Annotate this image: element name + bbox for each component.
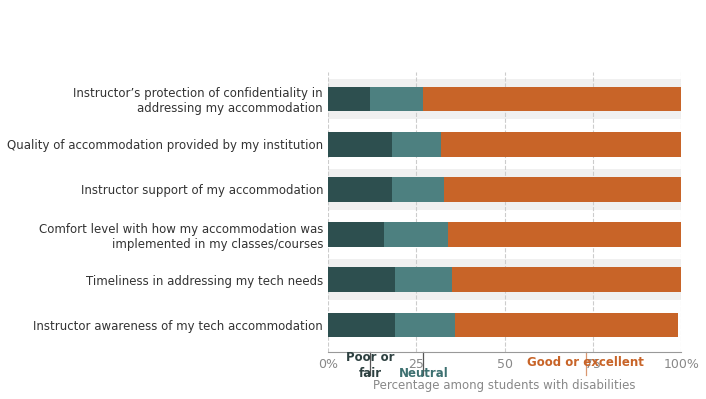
Text: Poor or
fair: Poor or fair (346, 351, 395, 380)
Bar (441, 132, 685, 156)
Bar (455, 312, 678, 338)
Bar (328, 267, 395, 292)
Bar (392, 132, 441, 156)
Bar (395, 312, 455, 338)
Text: Neutral: Neutral (398, 367, 448, 380)
Bar (328, 177, 392, 202)
Bar (385, 222, 448, 247)
Bar (328, 124, 681, 164)
X-axis label: Percentage among students with disabilities: Percentage among students with disabilit… (373, 379, 636, 392)
Bar (328, 87, 371, 111)
Bar (395, 267, 452, 292)
Bar (328, 169, 681, 210)
Bar (424, 87, 681, 111)
Bar (452, 267, 681, 292)
Bar (328, 312, 395, 338)
Bar (371, 87, 424, 111)
Bar (448, 222, 681, 247)
Bar (445, 177, 681, 202)
Text: Good or excellent: Good or excellent (527, 356, 644, 369)
Bar (328, 214, 681, 255)
Bar (328, 132, 392, 156)
Bar (392, 177, 445, 202)
Bar (328, 305, 681, 346)
Bar (328, 259, 681, 300)
Bar (328, 222, 385, 247)
Bar (328, 79, 681, 119)
